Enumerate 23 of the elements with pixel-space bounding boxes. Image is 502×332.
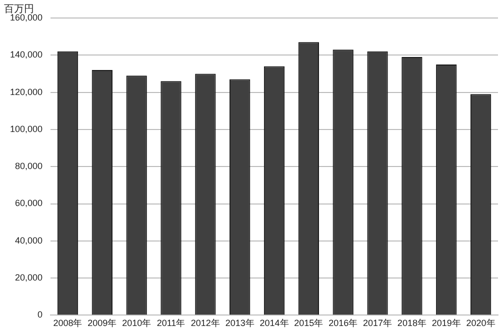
x-tick-label: 2019年 (432, 318, 461, 328)
y-tick-label: 40,000 (15, 235, 43, 246)
x-tick-label: 2014年 (260, 318, 289, 328)
x-tick-label: 2016年 (328, 318, 358, 328)
x-tick-label: 2013年 (225, 318, 254, 328)
x-tick-label: 2009年 (88, 318, 117, 328)
x-tick-label: 2015年 (294, 318, 324, 328)
x-tick-label: 2020年 (466, 318, 496, 328)
y-tick-label: 100,000 (10, 124, 43, 134)
y-tick-label: 20,000 (15, 272, 43, 283)
y-tick-label: 60,000 (15, 198, 43, 208)
x-tick-label: 2017年 (363, 318, 392, 328)
x-tick-label: 2010年 (122, 318, 152, 328)
y-tick-label: 140,000 (10, 50, 43, 60)
y-tick-label: 120,000 (10, 86, 43, 97)
x-tick-label: 2012年 (190, 318, 220, 328)
x-tick-label: 2008年 (53, 318, 82, 328)
y-tick-label: 0 (38, 310, 43, 320)
x-tick-label: 2011年 (156, 318, 186, 328)
y-tick-label: 80,000 (15, 161, 43, 172)
x-tick-label: 2018年 (397, 318, 426, 328)
y-tick-label: 160,000 (10, 12, 43, 22)
y-axis-title: 百万円 (4, 3, 34, 15)
